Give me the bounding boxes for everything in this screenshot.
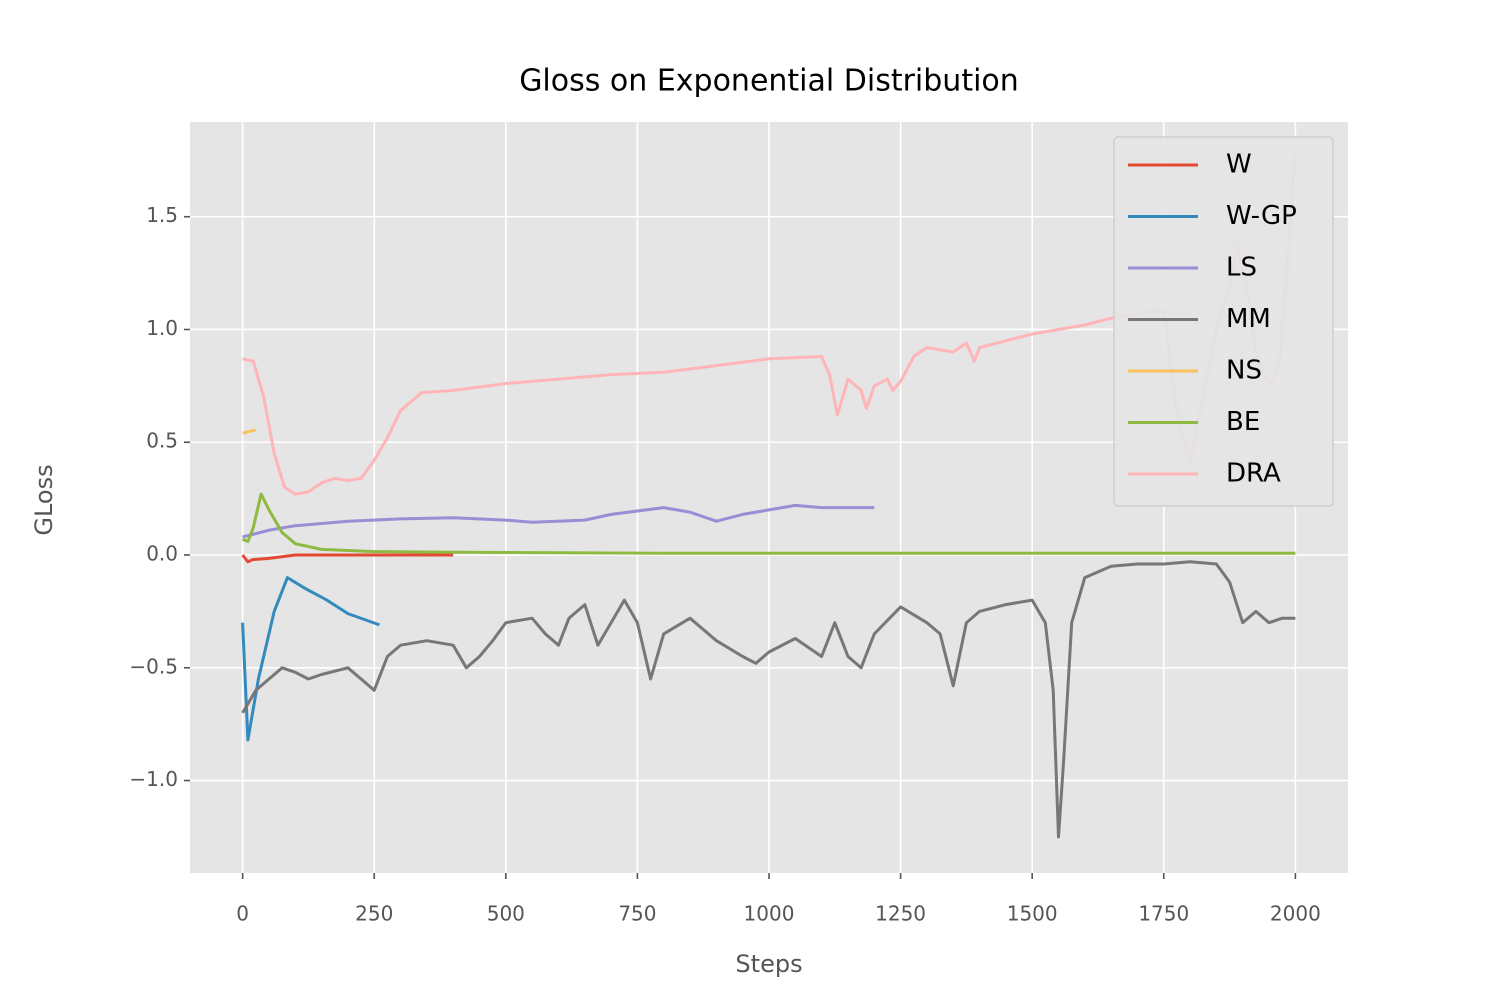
x-tick-label: 1000	[744, 902, 795, 926]
legend: W W-GP LS MM NS BE DRA	[1113, 136, 1334, 507]
legend-label: BE	[1226, 407, 1260, 437]
x-tick-label: 750	[618, 902, 656, 926]
x-tick-label: 1250	[875, 902, 926, 926]
y-tick-label: −1.0	[129, 767, 178, 791]
y-tick-label: 1.5	[146, 203, 178, 227]
x-tick-label: 2000	[1270, 902, 1321, 926]
y-tick-label: 0.0	[146, 542, 178, 566]
y-axis-label: GLoss	[30, 464, 58, 535]
x-tick-label: 500	[487, 902, 525, 926]
series-line	[242, 428, 257, 435]
legend-label: W-GP	[1226, 201, 1297, 231]
series-line	[241, 576, 381, 742]
legend-label: DRA	[1226, 459, 1281, 489]
series-line	[241, 553, 454, 564]
y-tick-label: 0.5	[146, 429, 178, 453]
x-tick-label: 250	[355, 902, 393, 926]
x-tick-label: 1750	[1138, 902, 1189, 926]
legend-label: NS	[1226, 356, 1262, 386]
y-tick-label: 1.0	[146, 316, 178, 340]
series-line	[242, 492, 1296, 555]
x-tick-label: 1500	[1007, 902, 1058, 926]
x-axis-label: Steps	[735, 950, 802, 978]
series-line	[241, 560, 1296, 839]
legend-label: W	[1226, 150, 1252, 180]
legend-label: MM	[1226, 304, 1271, 334]
x-tick-label: 0	[236, 902, 249, 926]
y-tick-label: −0.5	[129, 654, 178, 678]
chart-title: Gloss on Exponential Distribution	[519, 64, 1019, 99]
legend-label: LS	[1226, 253, 1257, 283]
series-line	[242, 503, 875, 539]
legend-box	[1113, 136, 1334, 507]
